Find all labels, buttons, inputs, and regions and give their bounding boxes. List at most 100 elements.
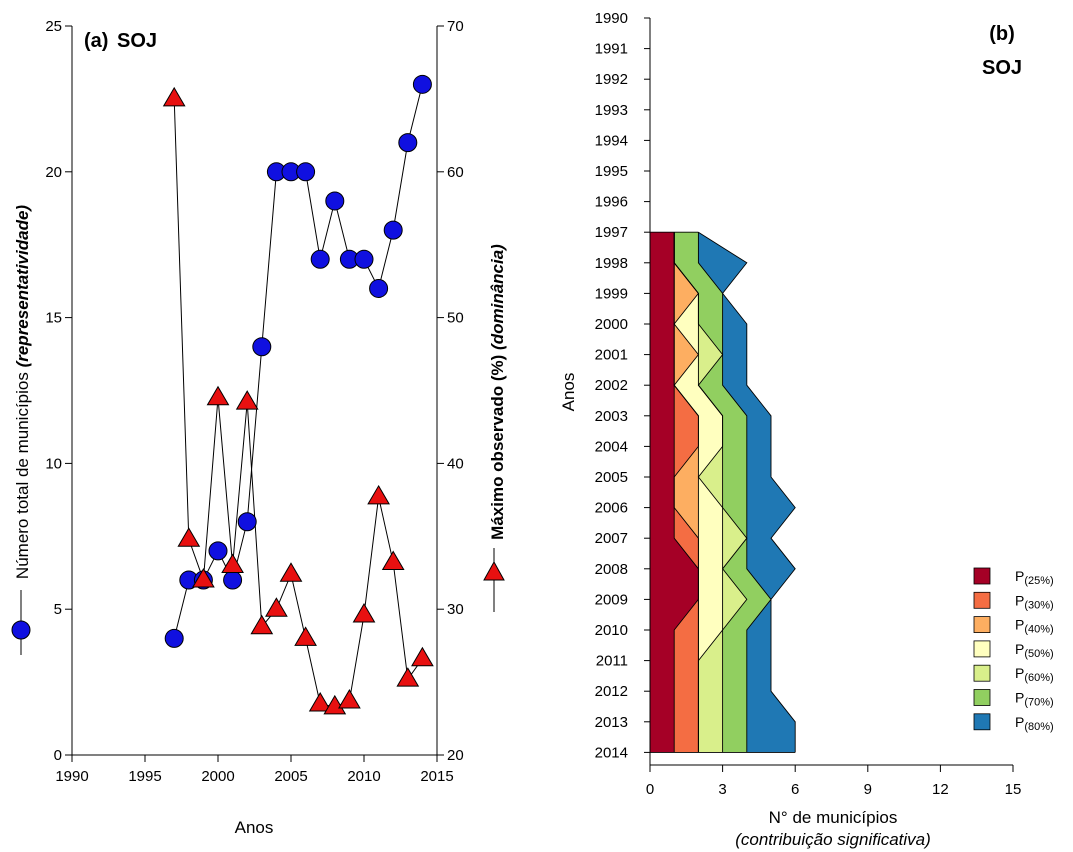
panel-b-y-axis-label: Anos <box>559 373 578 412</box>
year-tick-label: 1991 <box>595 41 628 58</box>
maximo-point <box>206 385 230 406</box>
maximo-point <box>235 390 259 410</box>
maximo-series-line <box>173 98 423 708</box>
maximo-point <box>411 646 434 667</box>
maximo-point <box>162 86 186 107</box>
legend-entry-label: P(70%) <box>1015 690 1054 709</box>
year-tick-label: 2004 <box>595 438 628 455</box>
legend-entry-label: P(30%) <box>1015 592 1054 611</box>
x-tick-label: 6 <box>791 781 799 798</box>
panel-b-x-axis-label: N° de municípios <box>769 808 898 827</box>
x-tick-label: 1990 <box>55 768 88 785</box>
municipios-point <box>383 220 403 240</box>
municipios-point <box>252 337 272 357</box>
maximo-point <box>323 694 347 715</box>
year-tick-label: 1996 <box>595 194 628 211</box>
year-tick-label: 2014 <box>595 744 628 761</box>
x-tick-label: 15 <box>1005 781 1022 798</box>
legend-swatch <box>973 713 991 731</box>
band-boundary-line <box>697 232 772 753</box>
x-tick-label: 12 <box>932 781 949 798</box>
year-tick-label: 2000 <box>595 316 628 333</box>
maximo-point <box>294 626 317 646</box>
maximo-point <box>396 667 420 687</box>
panel-a-label: (a) <box>84 30 108 52</box>
maximo-point <box>265 597 288 617</box>
maximo-point <box>367 484 390 505</box>
legend-entry-label: P(80%) <box>1015 714 1054 733</box>
right-y-tick-label: 70 <box>447 18 464 35</box>
left-axis-legend-circle-icon <box>11 620 31 640</box>
maximo-point <box>177 527 201 547</box>
legend-swatch <box>973 689 991 706</box>
year-tick-label: 2011 <box>596 653 628 670</box>
year-tick-label: 2013 <box>595 714 628 731</box>
year-tick-label: 2003 <box>595 408 628 425</box>
year-tick-label: 1999 <box>595 285 628 302</box>
panel-a-right-y-axis-label: Máximo observado (%) (dominância) <box>488 244 507 540</box>
x-tick-label: 1995 <box>128 768 161 785</box>
panel-b-legend: P(25%) P(30%) P(40%) P(50%) P(60%) P(70%) P(80… <box>973 567 1054 733</box>
year-tick-label: 1998 <box>595 255 628 272</box>
x-tick-label: 2005 <box>274 768 307 785</box>
municipios-point <box>208 541 228 561</box>
right-y-tick-label: 20 <box>447 747 464 764</box>
legend-entry-label: P(60%) <box>1015 665 1054 684</box>
year-tick-label: 1994 <box>595 132 628 149</box>
maximo-point <box>352 603 376 623</box>
left-y-tick-label: 5 <box>54 601 62 618</box>
year-tick-label: 1995 <box>595 163 628 180</box>
panel-a-x-axis-label: Anos <box>235 818 274 837</box>
left-y-label-italic: (representatividade) <box>13 205 32 368</box>
year-tick-label: 2001 <box>595 347 628 364</box>
legend-entry-label: P(40%) <box>1015 617 1054 636</box>
year-tick-label: 2006 <box>595 500 628 517</box>
legend-swatch <box>973 567 991 585</box>
municipios-point <box>369 278 389 298</box>
right-y-tick-label: 40 <box>447 455 464 472</box>
panel-a-line-chart: 1990 1995 2000 2005 2010 2015 0 5 10 15 20 25 20 30 40… <box>11 18 507 837</box>
x-tick-label: 3 <box>718 781 726 798</box>
year-tick-label: 2010 <box>595 622 628 639</box>
maximo-point <box>250 614 274 635</box>
year-tick-label: 2005 <box>595 469 628 486</box>
panel-a-title: SOJ <box>117 30 157 52</box>
left-y-tick-label: 15 <box>45 310 62 327</box>
left-y-tick-label: 20 <box>45 164 62 181</box>
panel-b-x-axis-sublabel: (contribuição significativa) <box>735 830 931 849</box>
year-tick-label: 1993 <box>595 102 628 119</box>
x-tick-label: 9 <box>864 781 872 798</box>
year-tick-label: 1990 <box>595 10 628 27</box>
year-tick-label: 2007 <box>595 530 628 547</box>
x-tick-label: 2010 <box>347 768 380 785</box>
municipios-point <box>310 249 330 269</box>
legend-swatch <box>973 591 991 609</box>
x-tick-label: 2015 <box>420 768 453 785</box>
year-tick-label: 2002 <box>595 377 628 394</box>
year-tick-label: 1992 <box>595 71 628 88</box>
legend-swatch <box>973 640 991 658</box>
left-y-tick-label: 0 <box>54 747 62 764</box>
legend-swatch <box>973 616 991 633</box>
band-boundary-line <box>698 231 796 753</box>
left-y-label-plain: Número total de municípios <box>13 372 32 579</box>
municipios-point <box>398 133 418 153</box>
right-y-tick-label: 30 <box>447 601 464 618</box>
year-tick-label: 2008 <box>595 561 628 578</box>
right-y-tick-label: 50 <box>447 310 464 327</box>
legend-swatch <box>973 664 991 682</box>
municipios-point <box>296 162 316 182</box>
band-30pct <box>674 232 699 753</box>
municipios-point <box>325 191 345 211</box>
band-boundary-line <box>673 232 748 753</box>
maximo-point <box>381 550 405 571</box>
maximo-point <box>221 553 244 573</box>
municipios-point <box>237 512 257 532</box>
legend-entry-label: P(25%) <box>1015 568 1054 587</box>
maximo-point <box>192 568 215 588</box>
maximo-point <box>308 691 332 712</box>
year-tick-label: 1997 <box>595 224 628 241</box>
right-y-label-plain: Máximo observado (%) <box>488 355 507 540</box>
panel-b-label: (b) <box>989 23 1015 45</box>
